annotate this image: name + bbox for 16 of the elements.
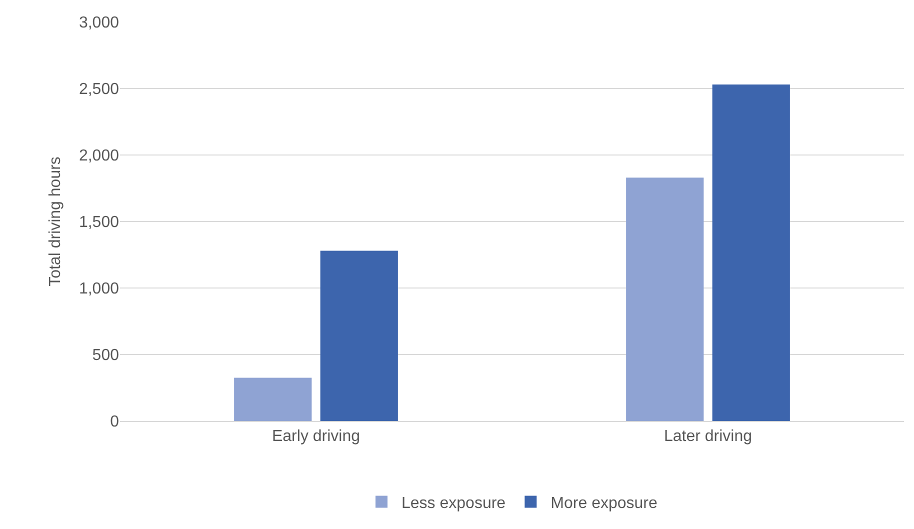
- bar: [320, 250, 398, 421]
- bar: [712, 84, 790, 421]
- y-tick-label: 0: [110, 414, 120, 431]
- y-tick-label: 2,000: [78, 148, 120, 165]
- y-tick-label: 3,000: [78, 14, 120, 32]
- x-tick-label: Early driving: [272, 428, 360, 446]
- x-tick-label: Later driving: [664, 428, 752, 446]
- y-tick-label: 2,500: [78, 81, 120, 98]
- bar: [234, 378, 312, 421]
- y-tick-label: 1,500: [78, 214, 120, 232]
- legend-label: More exposure: [550, 494, 658, 512]
- y-axis-title: Total driving hours: [46, 156, 64, 286]
- y-tick-label: 1,000: [78, 280, 120, 298]
- legend-label: Less exposure: [402, 494, 506, 512]
- bar: [626, 178, 704, 421]
- y-tick-label: 500: [92, 347, 120, 364]
